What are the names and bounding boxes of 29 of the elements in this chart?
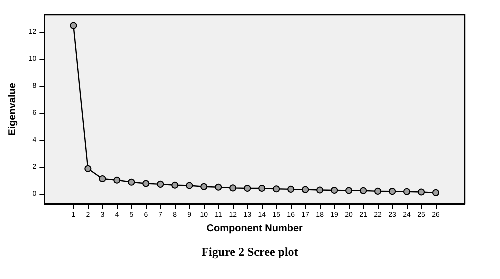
- point: [273, 186, 280, 193]
- point: [172, 182, 179, 189]
- point: [360, 187, 368, 194]
- point: [142, 180, 150, 188]
- point: [128, 178, 136, 186]
- point: [316, 186, 324, 194]
- point: [157, 180, 164, 188]
- point: [331, 187, 338, 194]
- point: [404, 188, 411, 196]
- point: [186, 182, 194, 190]
- point: [258, 184, 266, 192]
- point: [244, 184, 252, 192]
- point: [346, 187, 353, 194]
- caption: Figure 2 Scree plot: [202, 245, 298, 259]
- point: [84, 165, 92, 172]
- point: [70, 22, 78, 30]
- point: [215, 184, 222, 191]
- point: [302, 186, 310, 194]
- point: [200, 183, 208, 190]
- point: [418, 188, 426, 196]
- point: [389, 188, 396, 196]
- point: [230, 184, 237, 192]
- point: [288, 186, 295, 193]
- point: [374, 188, 382, 195]
- y-axis-title: Eigenvalue: [8, 82, 18, 136]
- x-axis-title: Component Number: [206, 224, 304, 234]
- point: [114, 176, 121, 184]
- point: [432, 189, 440, 196]
- point: [99, 176, 106, 183]
